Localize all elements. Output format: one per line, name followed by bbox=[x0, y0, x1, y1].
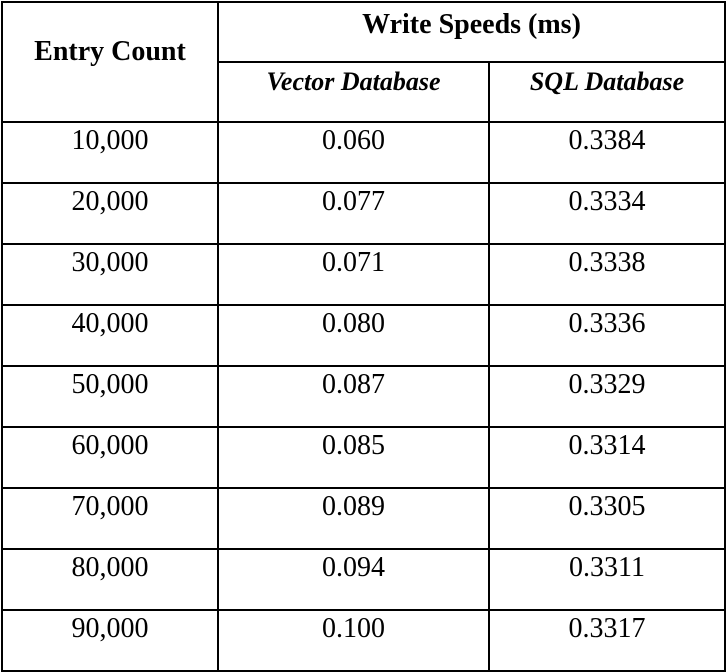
table-row: 80,000 0.094 0.3311 bbox=[1, 548, 726, 611]
entry-count-cell: 60,000 bbox=[1, 426, 219, 489]
vector-db-cell: 0.089 bbox=[217, 487, 490, 550]
table-body: 10,000 0.060 0.3384 20,000 0.077 0.3334 … bbox=[1, 121, 726, 672]
sql-db-cell: 0.3384 bbox=[487, 121, 726, 184]
table-row: 70,000 0.089 0.3305 bbox=[1, 487, 726, 550]
sql-db-cell: 0.3338 bbox=[487, 243, 726, 306]
entry-count-cell: 20,000 bbox=[1, 182, 219, 245]
entry-count-cell: 50,000 bbox=[1, 365, 219, 428]
entry-count-cell: 70,000 bbox=[1, 487, 219, 550]
entry-count-cell: 80,000 bbox=[1, 548, 219, 611]
table-row: 50,000 0.087 0.3329 bbox=[1, 365, 726, 428]
sql-db-cell: 0.3314 bbox=[487, 426, 726, 489]
entry-count-cell: 90,000 bbox=[1, 609, 219, 672]
vector-db-cell: 0.094 bbox=[217, 548, 490, 611]
table-row: 40,000 0.080 0.3336 bbox=[1, 304, 726, 367]
write-speeds-group-header: Write Speeds (ms) bbox=[216, 1, 726, 63]
sql-db-cell: 0.3317 bbox=[487, 609, 726, 672]
table-header: Entry Count Write Speeds (ms) Vector Dat… bbox=[1, 1, 726, 123]
entry-count-cell: 30,000 bbox=[1, 243, 219, 306]
sql-db-cell: 0.3311 bbox=[487, 548, 726, 611]
entry-count-cell: 40,000 bbox=[1, 304, 219, 367]
table-row: 30,000 0.071 0.3338 bbox=[1, 243, 726, 306]
vector-db-cell: 0.060 bbox=[217, 121, 490, 184]
vector-db-cell: 0.077 bbox=[217, 182, 490, 245]
sql-db-cell: 0.3329 bbox=[487, 365, 726, 428]
sql-database-header: SQL Database bbox=[487, 61, 726, 123]
entry-count-cell: 10,000 bbox=[1, 121, 219, 184]
vector-db-cell: 0.071 bbox=[217, 243, 490, 306]
vector-db-cell: 0.100 bbox=[217, 609, 490, 672]
vector-db-cell: 0.080 bbox=[217, 304, 490, 367]
sql-db-cell: 0.3336 bbox=[487, 304, 726, 367]
sql-db-cell: 0.3334 bbox=[487, 182, 726, 245]
header-row-top: Entry Count Write Speeds (ms) bbox=[1, 1, 726, 123]
header-row-sub: Vector Database SQL Database bbox=[2, 61, 726, 123]
table-row: 90,000 0.100 0.3317 bbox=[1, 609, 726, 672]
vector-database-header: Vector Database bbox=[217, 61, 490, 123]
sql-db-cell: 0.3305 bbox=[487, 487, 726, 550]
vector-db-cell: 0.085 bbox=[217, 426, 490, 489]
table-row: 60,000 0.085 0.3314 bbox=[1, 426, 726, 489]
vector-db-cell: 0.087 bbox=[217, 365, 490, 428]
entry-count-header: Entry Count bbox=[1, 1, 219, 123]
table-row: 10,000 0.060 0.3384 bbox=[1, 121, 726, 184]
table-row: 20,000 0.077 0.3334 bbox=[1, 182, 726, 245]
